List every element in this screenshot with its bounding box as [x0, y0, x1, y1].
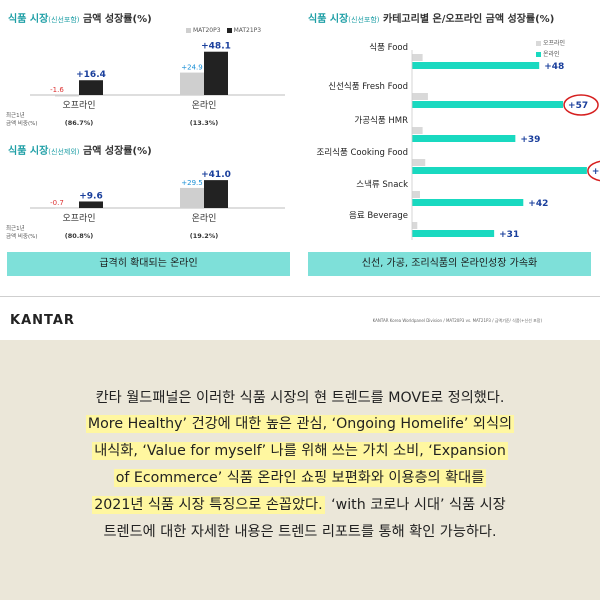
chart1-value-label-0-0: -1.6	[50, 86, 64, 94]
chart3-category-label-0: 식품 Food	[369, 43, 408, 53]
chart3-value-label-5: +31	[499, 230, 519, 240]
caption-line-1: 칸타 월드패널은 이러한 식품 시장의 현 트렌드를 MOVE로 정의했다.	[0, 387, 600, 407]
caption-segment-1-1: 칸타 월드패널은 이러한 식품 시장의 현 트렌드를 MOVE로 정의했다.	[95, 390, 505, 406]
chart3-bar-offline-2	[412, 127, 423, 134]
chart2-bar-mat20p3-0	[55, 208, 79, 209]
chart1-legend: MAT20P3 MAT21P3	[186, 27, 261, 34]
caption-segment-2-1: More Healthy’ 건강에 대한 높은 관심, ‘Ongoing Hom…	[85, 415, 515, 433]
caption-line-2: More Healthy’ 건강에 대한 높은 관심, ‘Ongoing Hom…	[0, 413, 600, 433]
chart3-value-label-3: +66	[592, 167, 600, 177]
chart3-bar-offline-3	[412, 159, 426, 166]
chart3-bar-online-1	[412, 101, 564, 108]
chart3-bar-offline-1	[412, 93, 428, 100]
chart2-share-label-0: 최근1년	[6, 224, 25, 232]
chart2-share-0: (80.8%)	[65, 232, 94, 240]
caption-segment-4-1: of Ecommerce’ 식품 온라인 쇼핑 보편화와 이용층의 확대를	[113, 469, 487, 487]
chart1-share-0: (86.7%)	[65, 119, 94, 127]
chart3-value-label-0: +48	[544, 62, 564, 72]
chart2-bar-mat20p3-1	[180, 187, 204, 208]
chart2-title: 식품 시장(신선제외) 금액 성장률(%)	[8, 146, 152, 157]
chart3-category-label-3: 조리식품 Cooking Food	[317, 148, 408, 158]
chart3-highlight-circle-1	[563, 94, 599, 116]
chart3-highlight-circle-3	[587, 160, 600, 182]
kantar-logo: KANTAR	[10, 313, 75, 328]
chart3-svg: 식품 Food +48 신선식품 Fresh Food +57 가공식품 HMR +39 조…	[317, 43, 600, 240]
caption-text: 칸타 월드패널은 이러한 식품 시장의 현 트렌드를 MOVE로 정의했다. Mo…	[0, 340, 600, 600]
chart2-share-1: (19.2%)	[190, 232, 219, 240]
caption-segment-5-1: 2021년 식품 시장 특징으로 손꼽았다.	[92, 496, 325, 514]
caption-segment-5-2: ‘with 코로나 시대’ 식품 시장	[326, 497, 506, 513]
chart2-value-label-1-0: +9.6	[79, 191, 102, 201]
chart1-share-1: (13.3%)	[190, 119, 219, 127]
chart2-value-label-0-0: -0.7	[50, 199, 64, 207]
chart2-share-label-1: 금액 비중(%)	[6, 232, 38, 240]
chart2-bar-mat21p3-0	[79, 201, 103, 208]
chart3-bar-online-3	[412, 167, 587, 174]
chart3-bar-online-4	[412, 199, 524, 206]
chart1-value-label-0-1: +24.9	[181, 64, 202, 72]
chart3-bar-online-2	[412, 135, 516, 142]
source-note: KANTAR Korea Worldpanel Division / MAT20…	[372, 318, 542, 323]
chart3-bar-offline-0	[412, 54, 423, 61]
chart1-bar-mat20p3-0	[55, 95, 79, 97]
divider	[0, 296, 600, 297]
chart1-title: 식품 시장(신선포함) 금액 성장률(%)	[8, 14, 152, 25]
chart2-category-label-0: 오프라인	[62, 213, 95, 224]
right-banner: 신선, 가공, 조리식품의 온라인성장 가속화	[308, 252, 591, 276]
caption-line-4: of Ecommerce’ 식품 온라인 쇼핑 보편화와 이용층의 확대를	[0, 467, 600, 487]
chart2-value-label-1-1: +41.0	[201, 170, 231, 180]
chart3-category-label-5: 음료 Beverage	[349, 211, 408, 221]
caption-segment-6-1: 트렌드에 대한 자세한 내용은 트렌드 리포트를 통해 확인 가능하다.	[103, 524, 497, 540]
legend-item-online: 온라인	[536, 49, 560, 58]
legend-item-mat20p3: MAT20P3	[186, 27, 221, 34]
caption-segment-3-1: 내식화, ‘Value for myself’ 나를 위해 쓰는 가치 소비, …	[92, 442, 508, 460]
chart3-value-label-4: +42	[528, 199, 548, 209]
chart3-bar-online-0	[412, 62, 540, 69]
chart1-svg: -1.6 +16.4 오프라인 (86.7%) +24.9 +48.1 온라인 (13.3%)…	[6, 42, 285, 127]
chart1-bar-mat21p3-0	[79, 80, 103, 95]
infographic-slide: 식품 시장(신선포함) 금액 성장률(%) MAT20P3 MAT21P3 -1…	[0, 0, 600, 340]
chart1-share-label-0: 최근1년	[6, 111, 25, 119]
legend-item-mat21p3: MAT21P3	[226, 27, 261, 34]
chart1-value-label-1-0: +16.4	[76, 70, 106, 80]
chart1-category-label-0: 오프라인	[62, 100, 95, 111]
chart1-bar-mat21p3-1	[204, 51, 228, 95]
caption-line-5: 2021년 식품 시장 특징으로 손꼽았다. ‘with 코로나 시대’ 식품 …	[0, 494, 600, 514]
chart1-share-label-1: 금액 비중(%)	[6, 119, 38, 127]
chart1-category-label-1: 온라인	[192, 100, 217, 111]
chart1-bar-mat20p3-1	[180, 72, 204, 95]
legend-item-offline: 오프라인	[536, 38, 565, 47]
chart3-legend: 오프라인 온라인	[536, 38, 565, 58]
left-banner: 급격히 확대되는 온라인	[7, 252, 290, 276]
chart3-category-label-4: 스낵류 Snack	[356, 179, 408, 190]
chart3-bar-online-5	[412, 230, 495, 237]
caption-line-6: 트렌드에 대한 자세한 내용은 트렌드 리포트를 통해 확인 가능하다.	[0, 521, 600, 541]
chart3-bar-offline-5	[412, 222, 418, 229]
chart3-value-label-1: +57	[568, 101, 588, 111]
chart3-title: 식품 시장(신선포함) 카테고리별 온/오프라인 금액 성장률(%)	[308, 14, 555, 25]
chart3-category-label-1: 신선식품 Fresh Food	[328, 82, 408, 92]
chart3-category-label-2: 가공식품 HMR	[354, 116, 408, 126]
chart3-bar-offline-4	[412, 191, 420, 198]
chart2-bar-mat21p3-1	[204, 180, 228, 208]
chart1-value-label-1-1: +48.1	[201, 42, 231, 52]
caption-line-3: 내식화, ‘Value for myself’ 나를 위해 쓰는 가치 소비, …	[0, 440, 600, 460]
chart2-category-label-1: 온라인	[192, 213, 217, 224]
chart2-value-label-0-1: +29.5	[181, 179, 202, 187]
chart3-value-label-2: +39	[520, 135, 540, 145]
chart2-svg: -0.7 +9.6 오프라인 (80.8%) +29.5+41.0 온라인 (19.2%) 최…	[6, 170, 285, 240]
